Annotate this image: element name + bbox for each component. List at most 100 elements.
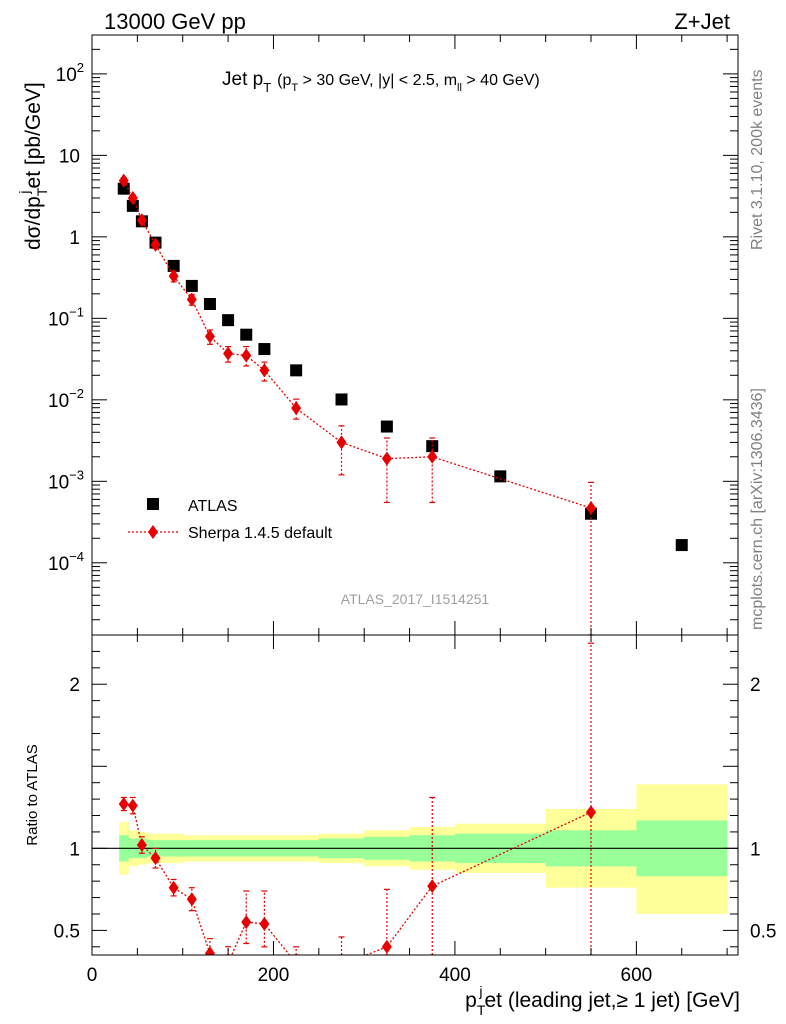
ratio-ytick-label-right: 1	[750, 839, 761, 860]
main-ytick-label: 10−1	[48, 304, 84, 330]
sherpa-data-point	[291, 401, 302, 416]
title-cuts-rest: > 30 GeV, |y| < 2.5, m	[298, 72, 457, 89]
main-ytick-base: 10	[48, 472, 69, 493]
atlas-data-point	[675, 539, 688, 552]
main-ytick-label: 10	[59, 146, 80, 167]
atlas-data-point	[126, 199, 139, 212]
xlabel-j: j	[478, 983, 482, 999]
xlabel-p: p	[465, 989, 477, 1012]
ratio-ytick-label-right: 2	[750, 675, 761, 696]
xlabel-t: T	[477, 1002, 486, 1018]
atlas-data-point	[494, 470, 507, 483]
main-ytick-label: 10−2	[48, 386, 84, 412]
main-title: Jet pT (pT > 30 GeV, |y| < 2.5, mll > 40 …	[222, 69, 540, 95]
atlas-data-point	[185, 279, 198, 292]
ratio-sherpa-point	[259, 916, 270, 931]
main-ytick-label: 1	[69, 228, 80, 249]
atlas-data-point	[222, 314, 235, 327]
mcplots-label: mcplots.cern.ch [arXiv:1306.3436]	[749, 388, 766, 630]
legend-sherpa-label: Sherpa 1.4.5 default	[188, 525, 333, 542]
atlas-data-point	[203, 297, 216, 310]
ratio-xtick-label: 400	[439, 965, 471, 986]
ratio-sherpa-point	[241, 915, 252, 930]
ratio-ytick-label-left: 0.5	[54, 921, 80, 942]
main-ytick-base: 10	[48, 309, 69, 330]
title-cuts-open: (p	[277, 72, 291, 89]
x-axis-label: pTjet (leading jet,≥ 1 jet) [GeV]	[465, 983, 740, 1018]
ratio-ytick-label-right: 0.5	[750, 921, 776, 942]
main-ytick-base: 10	[59, 146, 80, 167]
main-ytick-exp: −3	[69, 467, 84, 482]
atlas-data-point	[167, 259, 180, 272]
sherpa-data-point	[127, 190, 138, 205]
main-ytick-base: 1	[69, 228, 80, 249]
collision-label: 13000 GeV pp	[104, 9, 246, 34]
ratio-sherpa-point	[118, 797, 129, 812]
main-ytick-exp: −1	[69, 304, 84, 319]
ratio-sherpa-point	[150, 851, 161, 866]
sherpa-data-point	[186, 292, 197, 307]
legend-atlas-marker	[147, 498, 159, 510]
sherpa-data-point	[118, 173, 129, 188]
sherpa-data-point	[204, 329, 215, 344]
ratio-xtick-label: 0	[87, 965, 98, 986]
main-y-label: dσ/dpTj et [pb/GeV]	[16, 82, 50, 250]
ratio-sherpa-point	[586, 805, 597, 820]
main-ytick-base: 10	[48, 554, 69, 575]
sherpa-data-point	[241, 348, 252, 363]
ratio-sherpa-point	[291, 956, 301, 970]
sherpa-data-point	[586, 501, 597, 516]
ratio-sherpa-point	[168, 880, 179, 895]
ylabel-rest: et [pb/GeV]	[22, 82, 45, 188]
ratio-y-axis: 0.5 0.5 1 1 2 2	[54, 650, 776, 948]
title-cuts-t: T	[291, 82, 298, 94]
sherpa-data-point	[150, 237, 161, 252]
title-t-sub: T	[263, 80, 271, 95]
legend: ATLAS Sherpa 1.4.5 default	[128, 498, 333, 542]
ratio-sherpa-point	[127, 798, 138, 813]
sherpa-data-point	[168, 269, 179, 284]
main-ytick-base: 10	[48, 391, 69, 412]
rivet-label: Rivet 3.1.10, 200k events	[749, 69, 766, 250]
ratio-sherpa-point	[381, 939, 392, 954]
ratio-frame	[91, 634, 739, 956]
main-ytick-exp: −2	[69, 386, 84, 401]
ratio-sherpa-point	[337, 958, 347, 972]
ratio-ytick-label-left: 2	[69, 675, 80, 696]
sherpa-data-point	[259, 363, 270, 378]
sherpa-data-point	[223, 346, 234, 361]
ratio-xtick-label: 200	[258, 965, 290, 986]
ratio-panel: 0.5 0.5 1 1 2 2 0 200 400 600 Ratio to ATLAS pTj…	[24, 634, 776, 1018]
ratio-sherpa-group	[118, 642, 597, 972]
xlabel-rest: et (leading jet,≥ 1 jet) [GeV]	[485, 989, 741, 1012]
main-plot-area	[117, 173, 688, 636]
ratio-sherpa-point	[223, 956, 233, 970]
ratio-sherpa-point	[136, 838, 147, 853]
ratio-ytick-label-left: 1	[69, 839, 80, 860]
ylabel-sup: j	[16, 190, 32, 194]
sherpa-data-point	[336, 435, 347, 450]
ratio-xtick-label: 600	[621, 965, 653, 986]
legend-atlas-label: ATLAS	[188, 498, 238, 515]
atlas-data-point	[335, 393, 348, 406]
main-frame	[91, 34, 739, 636]
main-ytick-base: 10	[56, 65, 77, 86]
atlas-data-point	[240, 328, 253, 341]
ratio-plot-area	[92, 642, 738, 972]
ratio-y-label: Ratio to ATLAS	[24, 744, 41, 845]
process-label: Z+Jet	[674, 9, 730, 34]
title-cuts-ll: ll	[457, 82, 462, 94]
sherpa-data-point	[427, 449, 438, 464]
main-ytick-label: 102	[56, 60, 84, 86]
ratio-sherpa-point	[186, 892, 197, 907]
ratio-sherpa-point	[204, 946, 215, 955]
main-ytick-exp: −4	[69, 549, 84, 564]
title-cuts-end: > 40 GeV)	[462, 72, 540, 89]
legend-sherpa-marker	[148, 525, 158, 539]
sherpa-line	[123, 180, 592, 509]
analysis-id: ATLAS_2017_I1514251	[341, 591, 490, 607]
sherpa-data-point	[136, 213, 147, 228]
